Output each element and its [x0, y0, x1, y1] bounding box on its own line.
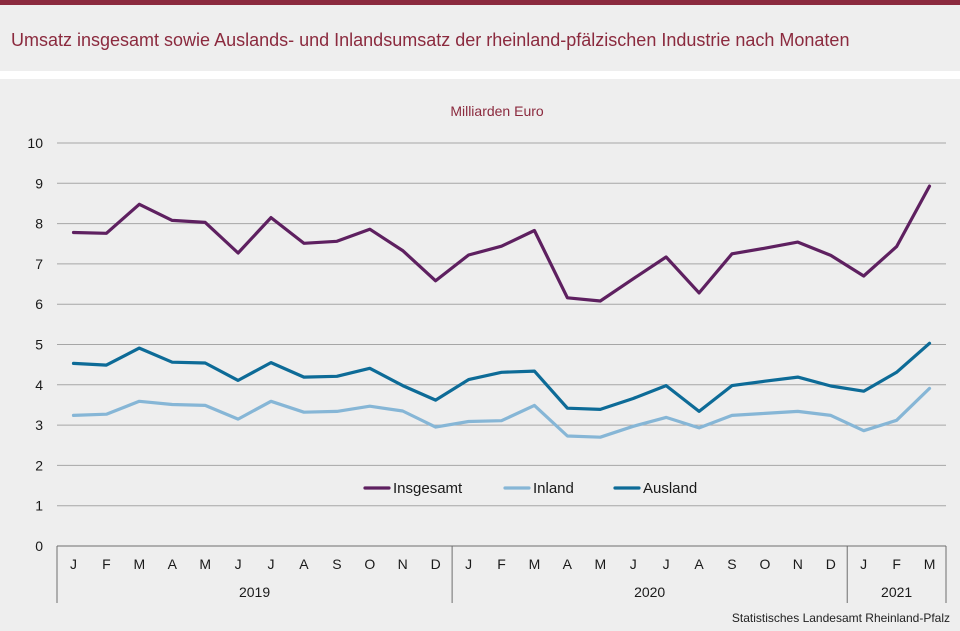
- legend-label: Insgesamt: [393, 480, 463, 497]
- source-note: Statistisches Landesamt Rheinland-Pfalz: [731, 611, 950, 625]
- x-tick-label: J: [630, 556, 637, 572]
- x-tick-label: J: [235, 556, 242, 572]
- x-tick-label: J: [268, 556, 275, 572]
- series-line-insgesamt: [71, 184, 932, 303]
- x-tick-label: N: [398, 556, 408, 572]
- top-accent-bar: [0, 0, 960, 5]
- x-tick-label: D: [431, 556, 441, 572]
- x-tick-label: S: [727, 556, 736, 572]
- x-tick-label: D: [826, 556, 836, 572]
- x-tick-label: J: [860, 556, 867, 572]
- x-tick-label: M: [199, 556, 211, 572]
- x-tick-label: O: [364, 556, 375, 572]
- x-tick-label: S: [332, 556, 341, 572]
- year-label: 2019: [239, 584, 270, 600]
- y-tick-label: 4: [35, 377, 43, 393]
- y-tick-label: 0: [35, 538, 43, 554]
- x-tick-label: J: [70, 556, 77, 572]
- y-tick-label: 5: [35, 337, 43, 353]
- unit-label: Milliarden Euro: [450, 103, 544, 119]
- x-tick-label: A: [563, 556, 573, 572]
- y-tick-label: 8: [35, 216, 43, 232]
- page-title: Umsatz insgesamt sowie Auslands- und Inl…: [11, 30, 850, 50]
- x-tick-label: A: [299, 556, 309, 572]
- series-line-ausland: [71, 341, 932, 413]
- year-label: 2020: [634, 584, 665, 600]
- x-tick-label: F: [497, 556, 506, 572]
- y-tick-label: 2: [35, 457, 43, 473]
- x-tick-label: A: [168, 556, 178, 572]
- y-tick-label: 7: [35, 256, 43, 272]
- x-tick-label: M: [529, 556, 541, 572]
- legend-label: Ausland: [643, 480, 697, 497]
- header: Umsatz insgesamt sowie Auslands- und Inl…: [0, 5, 960, 71]
- y-tick-label: 1: [35, 498, 43, 514]
- x-tick-label: A: [694, 556, 704, 572]
- x-tick-label: N: [793, 556, 803, 572]
- year-label: 2021: [881, 584, 912, 600]
- x-tick-label: M: [133, 556, 145, 572]
- legend-label: Inland: [533, 480, 574, 497]
- y-tick-label: 9: [35, 175, 43, 191]
- x-tick-label: M: [594, 556, 606, 572]
- series-line-inland: [71, 386, 932, 439]
- y-tick-label: 10: [27, 135, 43, 151]
- x-tick-label: M: [924, 556, 936, 572]
- y-tick-label: 6: [35, 296, 43, 312]
- x-tick-label: J: [465, 556, 472, 572]
- x-tick-label: J: [663, 556, 670, 572]
- y-tick-label: 3: [35, 417, 43, 433]
- x-tick-label: F: [102, 556, 111, 572]
- x-tick-label: O: [759, 556, 770, 572]
- chart-panel: [0, 79, 960, 631]
- x-tick-label: F: [892, 556, 901, 572]
